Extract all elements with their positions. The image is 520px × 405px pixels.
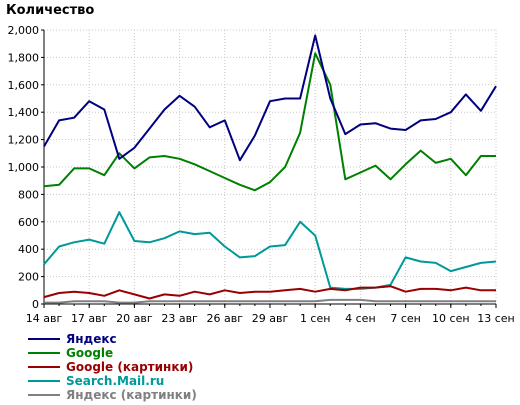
series-line-4	[44, 298, 496, 304]
legend-label: Яндекс	[66, 332, 117, 346]
x-tick-label: 23 авг	[161, 312, 198, 325]
legend-swatch	[28, 352, 60, 354]
series-line-3	[43, 211, 497, 290]
y-tick-label: 800	[18, 188, 39, 201]
x-tick-label: 29 авг	[252, 312, 289, 325]
legend-label: Google	[66, 346, 114, 360]
chart-title: Количество	[6, 3, 95, 18]
x-tick-label: 10 сен	[432, 312, 470, 325]
legend-swatch	[28, 380, 60, 382]
x-tick-label: 14 авг	[26, 312, 63, 325]
y-tick-label: 0	[32, 298, 39, 311]
legend-swatch	[28, 338, 60, 340]
series-line-0	[43, 34, 497, 162]
x-tick-label: 26 авг	[207, 312, 244, 325]
legend-label: Google (картинки)	[66, 360, 194, 374]
x-tick-label: 1 сен	[300, 312, 331, 325]
series-line-1	[43, 52, 496, 192]
legend-swatch	[28, 366, 60, 368]
x-tick-label: 13 сен	[477, 312, 515, 325]
x-tick-label: 17 авг	[71, 312, 108, 325]
y-tick-label: 1,400	[8, 106, 40, 119]
legend-swatch	[28, 394, 60, 396]
y-tick-label: 400	[18, 243, 39, 256]
y-tick-label: 2,000	[8, 24, 40, 37]
x-tick-label: 20 авг	[116, 312, 153, 325]
y-tick-label: 1,800	[8, 51, 40, 64]
y-tick-label: 1,000	[8, 161, 40, 174]
legend-label: Яндекс (картинки)	[66, 388, 197, 402]
y-tick-label: 200	[18, 271, 39, 284]
x-tick-label: 4 сен	[345, 312, 376, 325]
y-tick-label: 1,200	[8, 134, 40, 147]
series-line-2	[43, 285, 496, 300]
x-tick-label: 7 сен	[390, 312, 421, 325]
y-tick-label: 1,600	[8, 79, 40, 92]
y-tick-label: 600	[18, 216, 39, 229]
legend-label: Search.Mail.ru	[66, 374, 165, 388]
